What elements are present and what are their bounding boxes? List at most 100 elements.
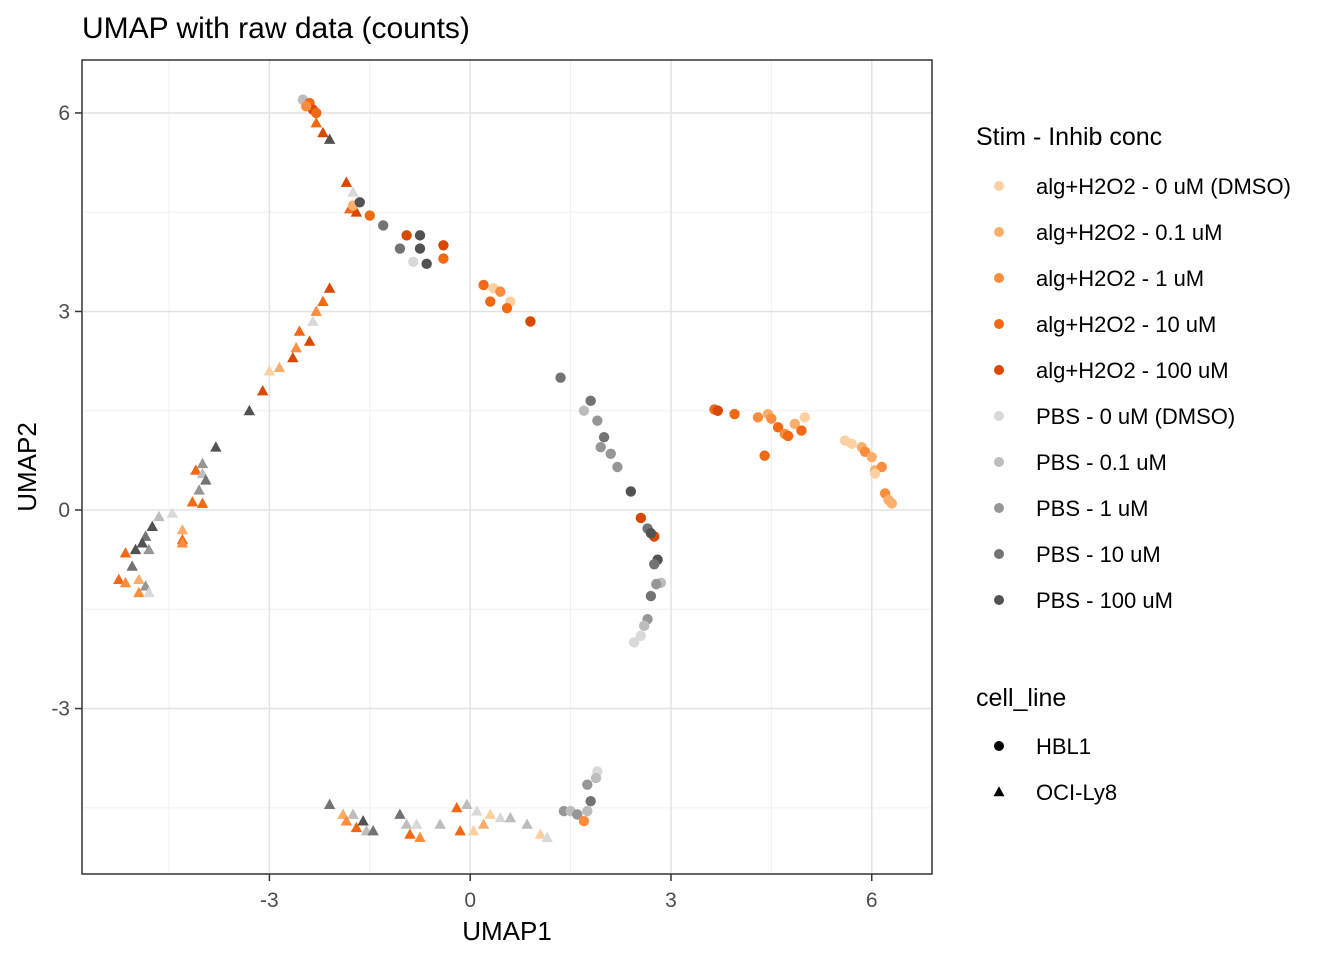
legend-label: HBL1 [1036,734,1091,759]
data-point-circle [414,243,426,254]
data-point-circle [495,286,506,297]
data-point-triangle [136,537,148,548]
data-point-circle [301,101,312,112]
data-point-circle [645,590,657,602]
x-tick-label: -3 [260,889,279,912]
data-point-triangle [471,805,483,816]
data-point-circle [752,412,764,423]
data-point-triangle [273,361,286,373]
color-legend-title: Stim - Inhib conc [976,123,1162,151]
data-point-triangle [200,474,212,485]
data-point-triangle [323,133,336,144]
data-point-triangle [303,335,316,346]
data-point-circle [635,630,647,641]
data-point-triangle [340,815,353,826]
legend-key-6 [994,411,1004,421]
data-point-triangle [133,586,145,598]
data-point-circle [766,413,777,424]
data-point-circle [590,772,602,784]
legend-shape-key-triangle [993,786,1005,797]
data-points [113,94,898,843]
data-point-triangle [310,116,322,128]
data-point-circle [438,240,449,251]
data-point-triangle [129,543,142,555]
data-point-circle [876,461,888,473]
data-point-triangle [494,811,507,823]
data-point-circle [635,512,647,524]
data-point-triangle [477,818,490,829]
data-point-circle [438,253,449,264]
data-point-circle [572,809,583,820]
data-point-circle [354,197,365,208]
data-point-triangle [347,808,359,819]
data-point-triangle [410,818,423,829]
data-point-circle [772,422,784,433]
axis-ticks: -3 0 3 6 -3 0 3 6 [51,102,877,912]
shape-legend: cell_line HBL1 OCI-Ly8 [976,684,1117,805]
data-point-triangle [404,828,416,839]
data-point-triangle [176,523,189,535]
legend-key-8 [994,503,1004,513]
data-point-triangle [307,315,319,326]
data-point-triangle [541,831,553,843]
data-point-circle [799,412,811,423]
data-point-circle [582,805,593,817]
data-point-triangle [317,295,329,306]
data-point-triangle [193,484,205,495]
data-point-triangle [293,325,306,336]
data-point-circle [585,395,596,407]
x-tick-label: 3 [665,889,677,912]
data-point-triangle [350,821,363,833]
data-point-triangle [367,825,379,836]
x-tick-label: 6 [866,889,878,912]
data-point-circle [421,258,432,270]
data-point-circle [401,230,412,241]
data-point-circle [625,486,637,497]
data-point-circle [782,430,794,442]
data-point-circle [595,441,606,453]
legend-key-10 [994,595,1004,605]
legend-key-3 [994,273,1004,283]
data-point-circle [866,451,877,463]
data-point-circle [869,468,881,479]
data-point-circle [651,578,662,590]
x-axis-title: UMAP1 [462,916,552,946]
legend-label: PBS - 0.1 uM [1036,450,1167,475]
data-point-triangle [461,798,473,809]
plot-panel-border [81,59,933,875]
data-point-triangle [166,507,179,518]
legend-label: PBS - 1 uM [1036,496,1148,521]
data-point-triangle [323,798,336,809]
data-point-triangle [400,818,413,829]
data-point-circle [628,637,640,648]
legend-label: PBS - 10 uM [1036,542,1161,567]
data-point-triangle [414,831,426,843]
data-point-triangle [521,818,533,829]
data-point-circle [311,107,322,119]
data-point-triangle [394,808,406,819]
data-point-circle [501,302,513,314]
legend-key-4 [994,319,1004,329]
data-point-triangle [317,126,329,138]
data-point-triangle [133,573,145,584]
data-point-circle [578,815,590,827]
data-point-circle [612,461,623,473]
legend-key-2 [994,227,1004,237]
legend-label: alg+H2O2 - 0 uM (DMSO) [1036,174,1291,199]
data-point-circle [645,527,657,539]
data-point-circle [605,448,616,459]
data-point-circle [649,559,660,570]
legend-label: PBS - 0 uM (DMSO) [1036,404,1235,429]
legend-key-5 [994,365,1004,375]
data-point-triangle [146,520,158,532]
data-point-triangle [347,186,359,197]
data-point-triangle [196,497,209,508]
data-point-triangle [256,384,269,396]
data-point-circle [364,210,375,221]
data-point-triangle [119,547,132,558]
data-point-circle [377,220,389,231]
data-point-triangle [243,404,256,416]
y-tick-label: 3 [58,300,70,323]
data-point-triangle [434,818,446,829]
